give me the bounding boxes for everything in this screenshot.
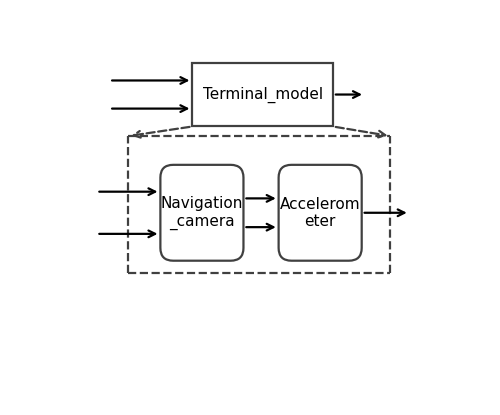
Text: Navigation
_camera: Navigation _camera (160, 196, 243, 229)
Text: Accelerom
eter: Accelerom eter (280, 197, 360, 229)
Bar (192, 63, 333, 127)
FancyBboxPatch shape (160, 165, 244, 261)
FancyBboxPatch shape (278, 165, 361, 261)
Text: Terminal_model: Terminal_model (202, 86, 322, 103)
